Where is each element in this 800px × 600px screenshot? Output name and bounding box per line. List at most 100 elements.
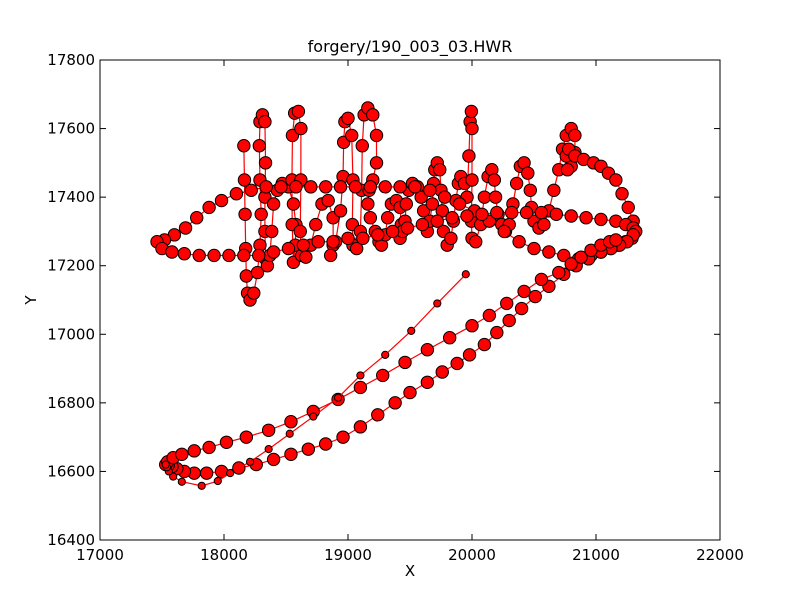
x-tick-label: 21000: [572, 546, 620, 564]
data-point: [318, 437, 333, 451]
data-point: [265, 224, 279, 239]
data-point: [537, 217, 551, 232]
data-point: [452, 197, 467, 211]
data-point: [355, 139, 369, 153]
data-point: [527, 241, 541, 256]
data-point: [341, 231, 355, 245]
data-point: [521, 166, 535, 180]
data-point: [356, 371, 365, 380]
data-point: [239, 269, 254, 283]
data-point: [165, 245, 179, 259]
data-point: [621, 200, 635, 215]
data-point: [490, 325, 504, 340]
y-tick-label: 17200: [47, 257, 95, 275]
x-tick-label: 19000: [324, 546, 372, 564]
data-point: [207, 248, 221, 263]
data-point: [462, 149, 476, 163]
data-point: [187, 444, 201, 458]
y-tick-label: 17400: [47, 188, 95, 206]
data-point: [477, 190, 492, 204]
data-point: [321, 193, 335, 208]
data-point: [304, 180, 318, 194]
data-point: [247, 286, 261, 300]
chart-title: forgery/190_003_03.HWR: [308, 37, 513, 57]
data-point: [202, 200, 216, 215]
data-point: [416, 204, 431, 218]
data-point: [190, 211, 204, 225]
data-point: [519, 205, 534, 220]
data-point: [442, 331, 457, 345]
data-point: [309, 217, 323, 232]
data-point: [534, 205, 549, 220]
data-point: [385, 224, 400, 239]
data-point: [341, 111, 355, 125]
data-point: [579, 211, 593, 225]
data-point: [177, 247, 192, 261]
y-tick-label: 16600: [47, 462, 95, 480]
data-point: [363, 180, 378, 194]
data-point: [528, 289, 542, 304]
data-point: [333, 204, 348, 218]
y-axis: 16400 16600 16800 17000 17200 17400 17600 17800: [47, 51, 720, 549]
data-point: [266, 245, 281, 259]
data-point: [284, 415, 298, 429]
data-point: [408, 180, 422, 194]
data-point: [547, 183, 561, 197]
data-point: [438, 190, 452, 204]
data-point: [213, 476, 222, 486]
data-point: [363, 211, 378, 225]
data-point: [245, 457, 255, 466]
data-point: [560, 163, 575, 177]
data-point: [323, 248, 338, 263]
data-point: [433, 163, 447, 177]
data-point: [348, 180, 363, 194]
data-point: [403, 385, 417, 400]
x-tick-label: 22000: [696, 546, 744, 564]
y-tick-label: 17800: [47, 51, 95, 69]
data-point: [534, 272, 549, 287]
data-point: [504, 205, 519, 220]
data-point: [226, 469, 235, 478]
data-point: [353, 380, 368, 395]
data-point: [433, 299, 442, 308]
plot-frame: [99, 59, 721, 541]
y-tick-label: 17600: [47, 120, 95, 138]
data-point: [509, 176, 524, 191]
data-point: [475, 207, 489, 221]
data-point: [281, 241, 296, 256]
y-tick-label: 16800: [47, 394, 95, 412]
data-point: [261, 423, 276, 437]
data-point: [284, 447, 298, 461]
data-point: [361, 197, 375, 211]
data-point: [318, 180, 333, 194]
data-point: [574, 250, 588, 264]
data-point: [502, 313, 516, 328]
data-point: [161, 460, 170, 469]
data-point: [289, 180, 303, 194]
data-point: [490, 205, 504, 220]
data-point: [258, 156, 273, 170]
data-point: [523, 183, 537, 197]
data-point: [517, 284, 531, 299]
data-point: [549, 207, 564, 221]
y-tick-label: 16400: [47, 531, 95, 549]
data-point: [333, 180, 348, 194]
data-point: [497, 224, 511, 239]
data-point: [464, 104, 479, 119]
data-point: [615, 187, 629, 201]
data-point: [557, 248, 571, 263]
y-tick-label: 17000: [47, 325, 95, 343]
data-point: [420, 375, 435, 389]
data-point: [264, 445, 273, 454]
x-axis-label: X: [405, 562, 415, 580]
data-point: [274, 180, 288, 194]
data-point: [542, 245, 556, 259]
data-point: [415, 217, 430, 232]
data-point: [333, 393, 343, 402]
x-axis: 17000 18000 19000 20000 21000 22000: [76, 60, 744, 564]
data-point: [514, 301, 529, 316]
data-point: [326, 235, 340, 249]
data-point: [380, 211, 395, 225]
